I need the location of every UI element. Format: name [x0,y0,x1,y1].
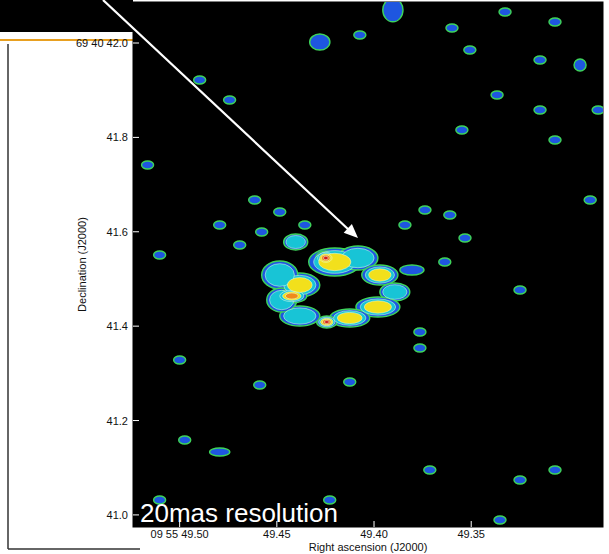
contour-level [499,8,511,16]
contour-level [514,476,526,484]
chart: 09 55 49.50 49.45 49.40 49.35 69 40 42.0 41.8… [0,0,609,554]
y-tick [133,231,139,232]
contour-level [549,466,561,474]
annotation: 20mas resolution [140,498,338,528]
y-tick [133,137,139,138]
contour-level [574,59,586,71]
contour-level [365,267,394,283]
y-tick [133,326,139,327]
contour-level [414,344,426,352]
contour-level [194,76,206,84]
contour-level [419,206,431,214]
contour-level [444,211,456,219]
slide-band [0,0,133,32]
contours [142,2,603,524]
slide-frame [7,44,9,549]
contour-level [354,31,366,39]
contour-level [319,317,335,327]
contour-level [284,234,308,250]
y-tick-label: 41.6 [107,226,128,238]
contour-level [254,381,266,389]
y-tick-label: 41.2 [107,415,128,427]
y-tick-label: 69 40 42.0 [76,37,128,49]
contour-level [491,91,503,99]
contour-level [154,251,166,259]
contour-level [321,318,334,325]
contour-level [210,448,230,456]
contour-level [310,34,330,50]
contour-level [283,292,302,301]
arrow [103,0,349,230]
slide-frame [8,548,140,550]
contour-level [592,106,603,114]
contour-level [224,96,236,104]
contour-level [446,24,458,32]
contour-level [464,46,476,54]
contour-level [299,221,311,229]
contour-level [344,378,356,386]
contour-level [319,253,351,270]
contour-level [424,466,436,474]
y-tick [133,43,139,44]
contour-level [284,308,316,324]
plot-area [133,2,603,527]
contour-level [142,161,154,169]
x-tick-label: 49.35 [457,528,485,540]
contour-level [383,285,407,300]
contour-level [323,256,328,259]
contour-level [337,312,362,323]
contour-level [285,293,298,299]
contour-level [439,258,451,266]
contour-level [234,241,246,249]
contour-level [534,106,546,114]
contour-level [456,126,468,134]
contour-level [174,356,186,364]
contour-level [214,221,226,229]
contour-level [414,328,426,336]
contour-level [549,136,561,144]
contour-level [369,269,391,281]
contour-level [334,311,366,326]
contour-level [256,228,268,236]
contour-level [286,236,306,249]
contour-level [399,221,411,229]
contour-level [383,2,403,22]
y-tick [133,420,139,421]
contour-level [514,286,526,294]
y-tick-label: 41.0 [107,509,128,521]
contour-level [534,56,546,64]
contour-level [287,278,312,293]
x-tick-label: 49.45 [263,528,291,540]
x-tick-label: 09 55 49.50 [151,528,209,540]
contour-level [360,299,396,315]
contour-level [549,18,561,26]
contour-level [249,196,261,204]
y-tick-label: 41.4 [107,320,128,332]
contour-level [362,265,398,285]
y-axis-title: Declination (J2000) [76,217,88,312]
y-tick-label: 41.8 [107,131,128,143]
contour-level [400,265,424,275]
contour-level [320,254,333,263]
contour-level [364,301,391,313]
x-tick [374,521,375,527]
y-tick [133,514,139,515]
contour-level [322,319,331,324]
arrow-head [344,224,358,238]
contour-level [459,234,471,242]
contour-level [321,255,330,261]
contour-level [179,436,191,444]
contour-level [324,321,329,324]
x-axis-title: Right ascension (J2000) [309,541,428,553]
contour-level [584,196,596,204]
x-tick [471,521,472,527]
contour-level [274,208,286,216]
x-tick-label: 49.40 [360,528,388,540]
contour-level [494,516,506,524]
